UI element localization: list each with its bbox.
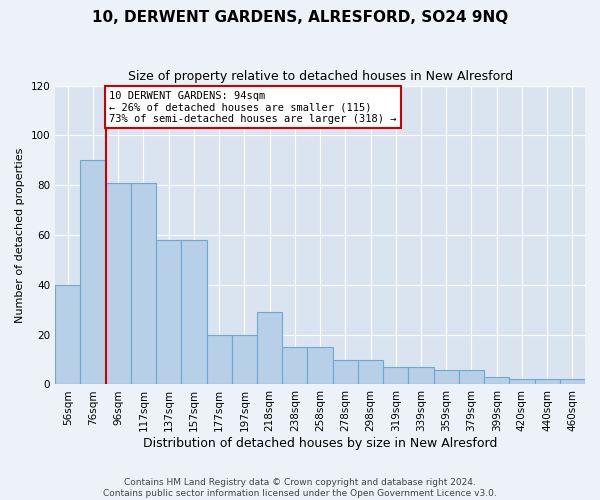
Bar [131, 182, 156, 384]
X-axis label: Distribution of detached houses by size in New Alresford: Distribution of detached houses by size … [143, 437, 497, 450]
Bar [232, 334, 257, 384]
Bar [358, 360, 383, 384]
Bar [181, 240, 206, 384]
Bar [206, 334, 232, 384]
Bar [509, 380, 535, 384]
Bar [332, 360, 358, 384]
Text: Contains HM Land Registry data © Crown copyright and database right 2024.
Contai: Contains HM Land Registry data © Crown c… [103, 478, 497, 498]
Text: 10 DERWENT GARDENS: 94sqm
← 26% of detached houses are smaller (115)
73% of semi: 10 DERWENT GARDENS: 94sqm ← 26% of detac… [109, 90, 397, 124]
Bar [55, 285, 80, 384]
Bar [484, 377, 509, 384]
Bar [459, 370, 484, 384]
Text: 10, DERWENT GARDENS, ALRESFORD, SO24 9NQ: 10, DERWENT GARDENS, ALRESFORD, SO24 9NQ [92, 10, 508, 25]
Bar [156, 240, 181, 384]
Bar [535, 380, 560, 384]
Y-axis label: Number of detached properties: Number of detached properties [15, 148, 25, 322]
Bar [282, 347, 307, 385]
Bar [560, 380, 585, 384]
Bar [434, 370, 459, 384]
Bar [80, 160, 106, 384]
Bar [307, 347, 332, 385]
Bar [257, 312, 282, 384]
Title: Size of property relative to detached houses in New Alresford: Size of property relative to detached ho… [128, 70, 512, 83]
Bar [383, 367, 409, 384]
Bar [106, 182, 131, 384]
Bar [409, 367, 434, 384]
